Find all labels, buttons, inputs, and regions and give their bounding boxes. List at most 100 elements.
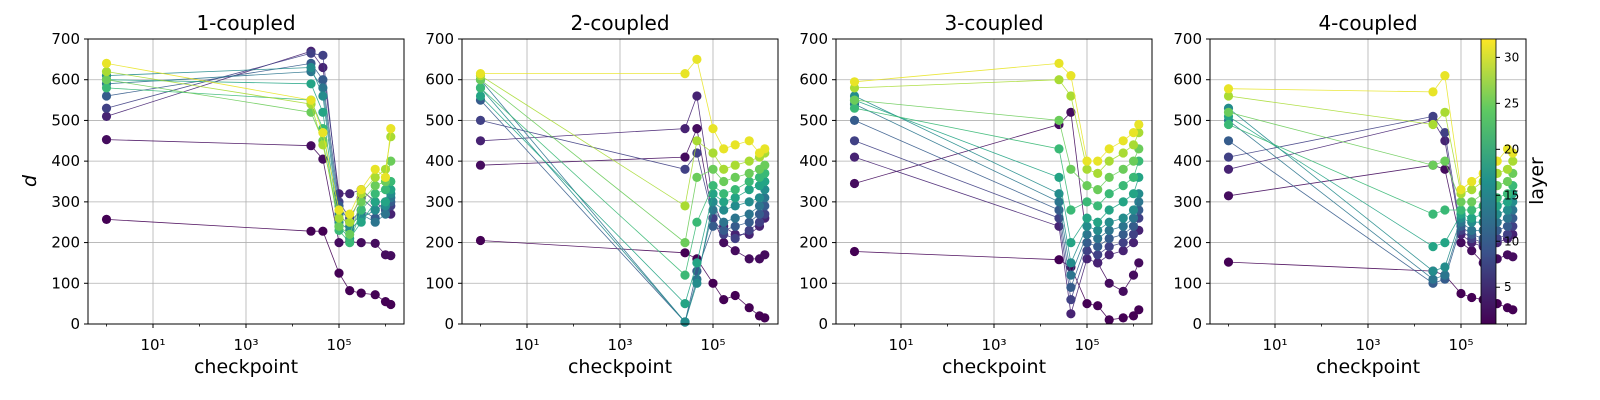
data-point (1128, 213, 1139, 223)
data-point (1128, 128, 1139, 138)
subplot-2: 0 100 200 300 400 500 600 700 10¹ 10³ 10⁵ 2-coupled… (425, 11, 779, 378)
data-point (386, 124, 396, 134)
data-point (1128, 238, 1139, 248)
data-point (356, 238, 366, 248)
data-point (475, 115, 486, 125)
data-point (318, 128, 328, 138)
data-point (692, 258, 702, 268)
data-point (760, 144, 770, 154)
series-layer-19 (475, 91, 770, 309)
y-tick-label: 600 (425, 71, 454, 89)
data-point (744, 209, 754, 219)
y-tick-label: 500 (799, 111, 828, 129)
y-tick-label: 200 (799, 234, 828, 252)
series-layer-1 (1223, 257, 1518, 315)
data-point (356, 288, 366, 298)
data-point (1428, 266, 1438, 276)
subplot-3: 0 100 200 300 400 500 600 700 10¹ 10³ 10⁵ 3-coupled… (799, 11, 1153, 378)
data-point (1104, 217, 1114, 227)
data-point (1093, 217, 1103, 227)
data-point (730, 185, 740, 195)
data-point (345, 217, 355, 227)
data-point (849, 178, 860, 189)
data-point (370, 181, 380, 191)
data-point (370, 189, 380, 199)
data-point (101, 103, 112, 113)
series-line (854, 62, 1140, 162)
data-point (1066, 238, 1076, 248)
series-layer-1 (101, 214, 396, 310)
data-point (1223, 91, 1234, 101)
data-point (744, 225, 754, 235)
data-point (1054, 197, 1064, 207)
data-point (1082, 181, 1092, 191)
y-tick-label: 600 (1173, 71, 1202, 89)
data-point (849, 115, 860, 125)
y-tick-label: 300 (425, 193, 454, 211)
y-tick-label: 100 (51, 274, 80, 292)
data-point (1104, 189, 1114, 199)
data-point (1082, 299, 1092, 309)
data-point (1104, 278, 1114, 288)
x-tick-label: 10⁵ (1448, 336, 1473, 354)
data-point (1428, 160, 1438, 170)
series-layer-4 (101, 46, 396, 219)
data-point (1082, 254, 1092, 264)
x-tick-label: 10¹ (1262, 336, 1287, 354)
data-point (1428, 87, 1438, 97)
data-point (1118, 181, 1128, 191)
data-point (370, 172, 380, 182)
data-point (306, 107, 316, 117)
series-layer-28 (1223, 91, 1518, 199)
data-point (1118, 136, 1128, 146)
data-point (719, 189, 729, 199)
data-point (680, 201, 690, 211)
data-point (1118, 229, 1128, 239)
data-point (475, 160, 486, 170)
data-point (692, 278, 702, 288)
y-tick-label: 300 (799, 193, 828, 211)
data-point (101, 214, 112, 224)
data-point (1467, 292, 1477, 303)
data-point (1223, 257, 1234, 267)
data-point (1054, 115, 1064, 125)
data-point (1440, 71, 1450, 81)
data-point (1428, 242, 1438, 252)
x-tick-label: 10³ (981, 336, 1006, 354)
data-point (1128, 172, 1139, 182)
data-point (744, 217, 754, 227)
data-point (1223, 119, 1234, 130)
colorbar-tick-label: 15 (1504, 188, 1519, 202)
data-point (1456, 185, 1466, 195)
series-layer-1 (475, 235, 770, 323)
data-point (1502, 205, 1513, 215)
data-point (1066, 164, 1076, 174)
data-point (101, 58, 112, 68)
series-line (106, 71, 392, 223)
data-point (101, 111, 112, 121)
y-tick-label: 700 (1173, 30, 1202, 48)
data-point (306, 62, 316, 73)
data-point (370, 205, 380, 215)
data-point (1467, 205, 1477, 215)
x-axis-label: checkpoint (1316, 356, 1420, 378)
data-point (1502, 189, 1513, 199)
data-point (744, 156, 754, 166)
x-tick-label: 10⁵ (1074, 336, 1099, 354)
data-point (1093, 168, 1103, 178)
data-point (708, 197, 718, 207)
data-point (719, 205, 729, 215)
data-point (1467, 185, 1477, 195)
data-point (1054, 75, 1064, 85)
data-point (1223, 107, 1234, 117)
data-point (386, 132, 396, 142)
data-point (380, 164, 391, 174)
y-tick-label: 0 (1192, 315, 1202, 333)
series-layer-31 (101, 58, 396, 219)
data-point (730, 201, 740, 211)
series-line (106, 67, 392, 231)
data-point (318, 50, 328, 60)
data-point (1066, 282, 1076, 292)
data-point (849, 246, 860, 257)
y-tick-label: 100 (799, 274, 828, 292)
